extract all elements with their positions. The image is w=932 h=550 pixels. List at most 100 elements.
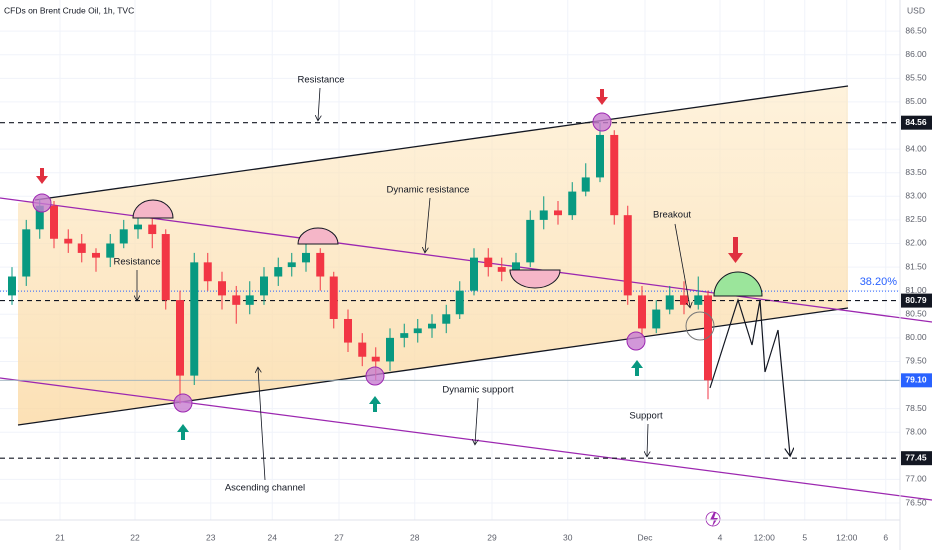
event-icon-ring: [705, 511, 721, 527]
pivot-circle: [173, 393, 193, 413]
candle-body: [106, 243, 115, 258]
candle-body: [77, 243, 86, 253]
y-tick-label: 80.00: [905, 332, 927, 342]
x-tick-label: 21: [55, 532, 65, 542]
candle-body: [329, 276, 338, 319]
candle-body: [35, 205, 44, 230]
axes: USD 86.50 86.00 85.50 85.00 84.00 83.50 83.00 8…: [55, 5, 932, 542]
candle-body: [400, 333, 409, 338]
y-tick-label: 78.00: [905, 426, 927, 436]
annotation: Dynamic resistance: [387, 185, 470, 196]
pointer: [425, 197, 431, 252]
candle-body: [455, 290, 464, 315]
candle-body: [526, 219, 535, 263]
y-tick-label: 76.50: [905, 497, 927, 507]
candle-body: [148, 224, 157, 235]
annotation: Breakout: [653, 210, 691, 221]
y-tick-label: 83.50: [905, 167, 927, 177]
candle-body: [623, 215, 632, 296]
candle-body: [302, 252, 310, 263]
candle-body: [442, 314, 451, 324]
candle-body: [358, 342, 367, 357]
pivot-circle: [32, 193, 52, 213]
x-tick-label: 24: [268, 532, 278, 542]
candle-body: [680, 295, 688, 305]
price-level-label: 84.56: [905, 117, 927, 127]
price-level-box: [901, 451, 932, 466]
candle-body: [92, 252, 100, 258]
x-tick-label: 27: [334, 532, 344, 542]
candle-body: [413, 328, 422, 334]
candle-body: [497, 267, 506, 272]
candle-body: [64, 238, 73, 244]
candle-body: [665, 295, 674, 310]
y-tick-label: 80.50: [905, 309, 927, 319]
price-level-box: [901, 373, 932, 388]
pivot-circle: [592, 112, 612, 132]
price-level-label: 77.45: [905, 452, 927, 462]
y-tick-label: 81.50: [905, 261, 927, 271]
fib-label: 38.20%: [860, 276, 898, 288]
candle-body: [245, 295, 254, 305]
pivot-circle: [365, 366, 385, 386]
down-arrow: [36, 168, 48, 184]
candle-body: [287, 262, 296, 268]
y-tick-label: 82.00: [905, 238, 927, 248]
candle-body: [22, 229, 31, 277]
y-tick-label: 79.50: [905, 356, 927, 366]
up-arrow: [369, 396, 381, 412]
candle-body: [610, 134, 619, 216]
candle-body: [638, 295, 646, 329]
annotation: Resistance: [298, 75, 345, 86]
annotation: Dynamic support: [442, 385, 514, 396]
candle-body: [203, 262, 212, 282]
y-tick-label: 86.50: [905, 25, 927, 35]
price-level-box: [901, 115, 932, 130]
y-tick-label: 85.00: [905, 96, 927, 106]
pointer: [258, 368, 266, 481]
price-level-box: [901, 293, 932, 308]
x-tick-label: 29: [487, 532, 497, 542]
x-tick-label: 12:00: [836, 532, 858, 542]
y-tick-label: 82.50: [905, 214, 927, 224]
candle-body: [470, 257, 478, 291]
candle-body: [260, 276, 268, 296]
candle-body: [568, 191, 577, 216]
candle-body: [218, 281, 226, 296]
y-tick-label: 81.00: [905, 285, 927, 295]
candle-body: [428, 323, 436, 329]
top-arc: [297, 227, 339, 245]
candle-body: [232, 295, 241, 305]
candle-body: [190, 262, 199, 376]
candle-body: [652, 309, 661, 329]
candle-body: [596, 134, 604, 178]
currency: USD: [907, 5, 925, 15]
candle-body: [161, 234, 170, 301]
dynamic-resistance-line: [0, 197, 932, 323]
x-tick-label: 6: [883, 532, 888, 542]
candle-body: [316, 252, 325, 277]
annotation: Resistance: [114, 257, 161, 268]
target-arc: [713, 271, 763, 297]
candle-body: [176, 300, 184, 376]
candle-body: [484, 257, 493, 268]
pointer: [318, 87, 320, 120]
pointer: [475, 397, 478, 444]
x-tick-label: 22: [130, 532, 140, 542]
candle-body: [581, 177, 590, 192]
annotation: Ascending channel: [225, 483, 305, 494]
x-tick-label: 23: [206, 532, 216, 542]
y-tick-label: 85.50: [905, 73, 927, 83]
pointer: [647, 423, 648, 456]
y-tick-label: 83.00: [905, 191, 927, 201]
candle-body: [119, 229, 128, 244]
x-tick-label: 30: [563, 532, 573, 542]
price-level-label: 80.79: [905, 295, 927, 305]
candle-body: [344, 318, 352, 343]
breakout-circle: [685, 311, 715, 341]
candle-body: [386, 337, 394, 362]
annotation: Support: [629, 411, 663, 422]
x-tick-label: 4: [718, 532, 723, 542]
x-tick-label: 5: [802, 532, 807, 542]
